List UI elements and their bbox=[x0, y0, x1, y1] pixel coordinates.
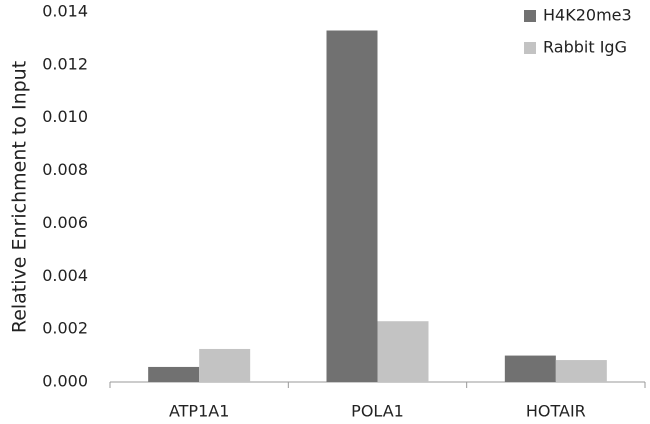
y-tick-label: 0.008 bbox=[42, 160, 88, 179]
legend-label: Rabbit IgG bbox=[543, 38, 627, 57]
y-tick-label: 0.014 bbox=[42, 2, 88, 21]
y-tick-label: 0.012 bbox=[42, 54, 88, 73]
bar bbox=[504, 355, 556, 382]
bar bbox=[148, 366, 200, 382]
y-tick-label: 0.006 bbox=[42, 213, 88, 232]
legend-label: H4K20me3 bbox=[543, 6, 632, 25]
y-tick-label: 0.000 bbox=[42, 372, 88, 391]
x-tick-label: ATP1A1 bbox=[169, 402, 229, 421]
y-tick-label: 0.010 bbox=[42, 107, 88, 126]
bar bbox=[555, 360, 607, 382]
bar bbox=[199, 348, 251, 382]
legend-swatch bbox=[524, 42, 536, 54]
bar bbox=[326, 30, 378, 382]
legend-swatch bbox=[524, 10, 536, 22]
x-tick-label: HOTAIR bbox=[526, 402, 586, 421]
y-axis-title: Relative Enrichment to Input bbox=[9, 61, 31, 333]
y-tick-label: 0.004 bbox=[42, 266, 88, 285]
y-tick-label: 0.002 bbox=[42, 319, 88, 338]
x-tick-label: POLA1 bbox=[351, 402, 404, 421]
bar bbox=[377, 321, 429, 382]
